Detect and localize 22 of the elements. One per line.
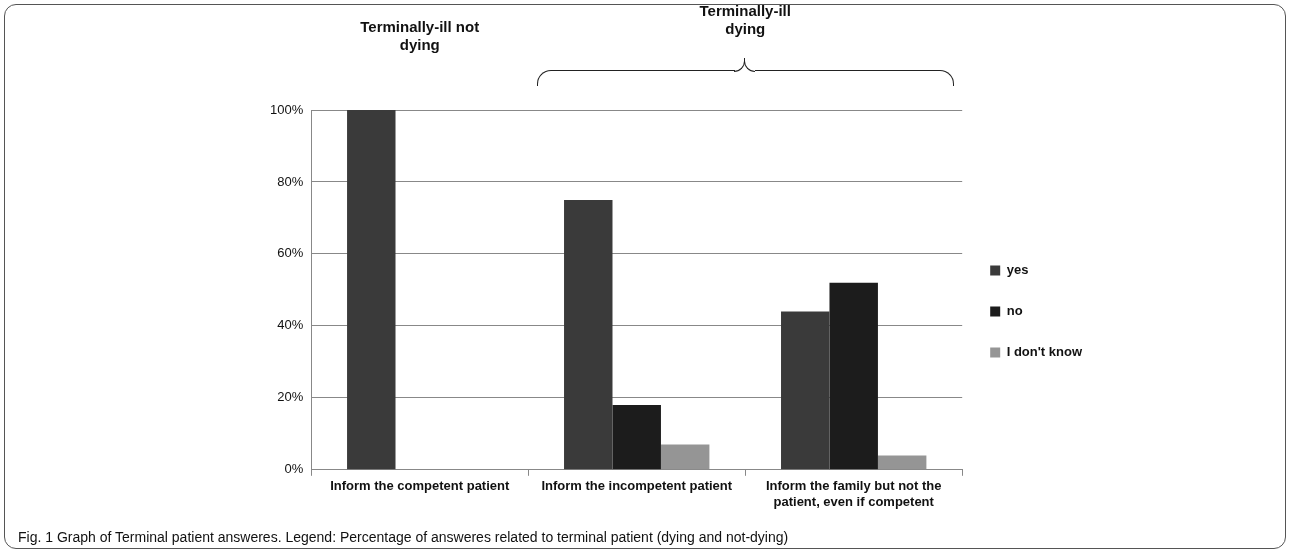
bar (781, 311, 830, 470)
bar (612, 405, 661, 470)
y-tick-label: 40% (277, 317, 304, 333)
bar (564, 199, 613, 470)
bar (660, 444, 710, 470)
y-tick-label: 80% (277, 173, 304, 189)
caption: Fig. 1 Graph of Terminal patient answeres. Legend: Percentage of answeres related to terminal patient (dying and not-dying) (18, 529, 789, 545)
y-tick-label: 60% (277, 245, 304, 261)
text: Terminally-ill dying (699, 2, 791, 37)
bar (829, 282, 878, 470)
x-tick-label: Inform the competent patient (330, 478, 510, 494)
text: Terminally-ill not dying (360, 18, 480, 53)
x-tick-label: Inform the incompetent patient (541, 478, 733, 494)
y-tick-label: 0% (284, 461, 304, 477)
legend-label: no (1006, 303, 1023, 319)
legend-label: I don't know (1006, 344, 1083, 360)
y-tick-label: 100% (270, 101, 304, 117)
bar (347, 110, 396, 470)
y-tick-label: 20% (277, 389, 304, 405)
legend-label: yes (1006, 262, 1029, 278)
bar (877, 455, 927, 470)
x-tick-label: Inform the family but not the patient, even if competent (765, 478, 942, 509)
